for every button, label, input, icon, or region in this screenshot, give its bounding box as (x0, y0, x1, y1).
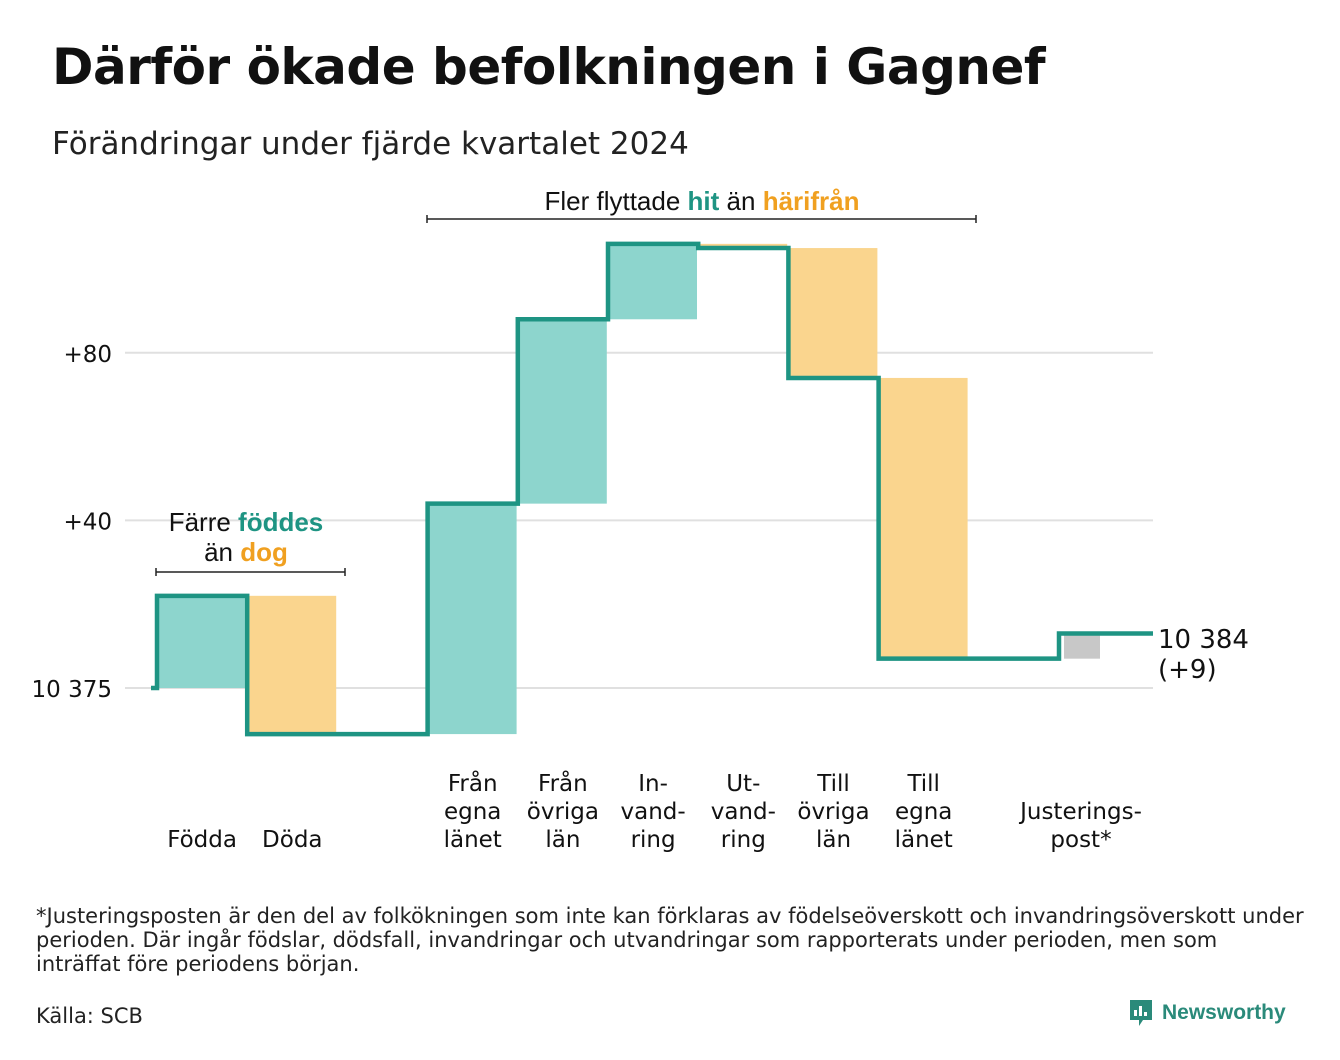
bar-1 (248, 595, 337, 735)
x-label: övriga (797, 799, 869, 825)
x-axis-labels: Födda DödaFrånegnalänetFrånövrigalänIn-va… (167, 769, 1142, 853)
y-tick-label: 10 375 (32, 677, 112, 703)
cumulative-step-line (151, 241, 1153, 737)
bar-10 (1064, 633, 1100, 659)
deaths-annotation-text: än (204, 537, 241, 567)
x-label: In- (638, 771, 668, 797)
migration-annotation-mid: än (719, 186, 763, 216)
brand-name: Newsworthy (1162, 1001, 1286, 1024)
bar-8 (879, 377, 968, 659)
births-annotation-line2: än dog (146, 537, 346, 567)
brand-logo: Newsworthy (1128, 998, 1286, 1028)
x-label: egna (895, 799, 952, 825)
migration-out-highlight: härifrån (762, 186, 860, 216)
births-annotation-line1: Färre föddes (146, 507, 346, 537)
x-label: egna (444, 799, 501, 825)
x-label: Från (538, 769, 588, 797)
x-label: vand- (711, 799, 776, 825)
deaths-highlight: dog (240, 537, 288, 567)
bar-0 (158, 595, 246, 688)
annotation-brackets (155, 215, 977, 576)
x-label: Justerings- (1018, 799, 1142, 825)
footnote: *Justeringsposten är den del av folkökni… (36, 904, 1304, 976)
y-tick-label: +80 (63, 342, 112, 368)
x-label: ring (631, 827, 676, 853)
migration-in-highlight: hit (687, 186, 720, 216)
chart-title: Därför ökade befolkningen i Gagnef (52, 38, 1046, 96)
bars (158, 243, 1100, 735)
migration-annotation: Fler flyttade hit än härifrån (427, 186, 977, 217)
x-label: län (545, 827, 580, 853)
y-tick-label: +40 (63, 509, 112, 535)
x-label: länet (444, 827, 502, 853)
births-annotation: Färre föddes än dog (146, 507, 346, 567)
y-axis-ticks: 10 375 +40 +80 (32, 342, 112, 703)
x-label: Till (816, 771, 850, 797)
x-label: Döda (262, 827, 322, 853)
births-highlight: föddes (238, 507, 324, 537)
end-value-label: 10 384 (1158, 625, 1249, 655)
x-label: Ut- (726, 771, 760, 797)
migration-annotation-text: Fler flyttade (544, 186, 688, 216)
x-label: övriga (527, 799, 599, 825)
x-label: ring (721, 827, 766, 853)
waterfall-chart: 10 375+40+80 Födda DödaFrånegnalänetFrånö… (32, 215, 1249, 853)
x-label: post* (1050, 827, 1111, 853)
chart-subtitle: Förändringar under fjärde kvartalet 2024 (52, 126, 689, 162)
bar-5 (609, 243, 697, 320)
end-change-label: (+9) (1158, 655, 1217, 685)
x-label: Från (448, 769, 498, 797)
x-label: Födda (167, 827, 237, 853)
bar-3 (428, 503, 517, 735)
newsworthy-logo-icon (1130, 1000, 1152, 1026)
x-label: länet (895, 827, 953, 853)
x-label: vand- (621, 799, 686, 825)
x-label: Till (906, 771, 940, 797)
bar-7 (789, 248, 878, 378)
bar-4 (518, 319, 607, 504)
source-label: Källa: SCB (36, 1004, 143, 1028)
births-annotation-text: Färre (168, 507, 239, 537)
x-label: län (816, 827, 851, 853)
